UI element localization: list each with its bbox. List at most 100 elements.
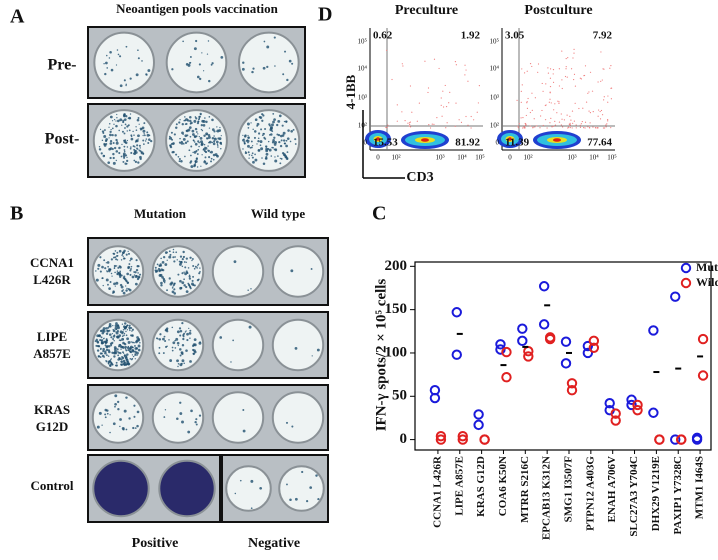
y-tick-label: 10⁴ <box>490 65 500 73</box>
spot <box>259 486 263 490</box>
spot <box>121 143 123 146</box>
event <box>601 79 603 81</box>
spot <box>203 134 206 138</box>
event <box>517 127 519 129</box>
spot <box>118 339 121 341</box>
well <box>93 31 155 94</box>
spot <box>106 412 109 415</box>
spot <box>119 425 121 428</box>
spot <box>187 267 190 269</box>
spot <box>265 157 268 160</box>
event <box>571 127 573 129</box>
spot <box>125 396 128 399</box>
spot <box>116 273 119 276</box>
y-tick-label: 10² <box>358 122 367 130</box>
spot <box>120 285 124 289</box>
spot <box>192 283 195 287</box>
spot <box>173 292 177 295</box>
spot <box>134 358 136 360</box>
spot <box>113 282 116 286</box>
spot <box>175 123 178 126</box>
spot <box>112 256 115 259</box>
spot <box>95 338 98 342</box>
spot <box>182 250 185 254</box>
point <box>517 335 528 347</box>
spot <box>286 483 288 486</box>
event <box>544 119 547 121</box>
event <box>556 112 558 114</box>
event <box>584 121 587 123</box>
spot <box>150 139 153 143</box>
spot <box>259 144 262 147</box>
spot <box>116 49 119 51</box>
spot <box>193 141 196 143</box>
point <box>648 325 659 336</box>
spot <box>124 162 127 165</box>
spot <box>194 142 198 146</box>
plot-frame <box>414 261 712 451</box>
spot <box>115 322 118 325</box>
spot <box>193 140 195 142</box>
spot <box>105 354 108 357</box>
event <box>520 101 522 103</box>
spot <box>125 285 127 287</box>
spot <box>200 123 204 127</box>
spot <box>211 128 215 131</box>
event <box>464 64 466 66</box>
well <box>271 318 325 372</box>
spot <box>246 139 250 143</box>
spot <box>188 149 191 152</box>
spot <box>156 263 159 266</box>
spot <box>243 142 246 145</box>
spot <box>216 126 218 128</box>
spot <box>101 277 103 280</box>
event <box>527 97 529 100</box>
spot <box>185 63 189 66</box>
spot <box>193 150 197 154</box>
spot <box>130 268 132 270</box>
spot <box>211 137 215 140</box>
event <box>580 78 582 80</box>
event <box>600 51 602 53</box>
spot <box>242 61 245 64</box>
spot <box>194 265 197 268</box>
spot <box>262 162 266 166</box>
spot <box>177 362 180 365</box>
spot <box>192 275 195 278</box>
point <box>479 434 490 445</box>
point <box>582 347 594 359</box>
spot <box>113 118 116 121</box>
spot <box>285 421 289 424</box>
spot <box>121 251 125 255</box>
event <box>520 90 522 93</box>
spot <box>257 132 261 135</box>
point <box>457 434 468 445</box>
spot <box>108 137 110 139</box>
spot <box>105 327 108 330</box>
spot <box>127 252 131 255</box>
event <box>600 109 603 112</box>
spot <box>286 157 289 161</box>
event <box>442 106 445 108</box>
x-tick-label: 10² <box>523 154 532 162</box>
spot <box>103 135 107 138</box>
event <box>573 78 575 81</box>
spot <box>123 150 126 153</box>
spot <box>110 272 113 275</box>
spot <box>109 156 112 160</box>
spot <box>123 409 127 413</box>
spot <box>291 62 294 65</box>
event <box>549 122 551 124</box>
spot <box>103 340 106 344</box>
spot <box>99 270 102 273</box>
spot <box>164 409 167 411</box>
spot <box>188 275 191 278</box>
spot <box>168 339 170 341</box>
spot <box>198 145 200 148</box>
spot <box>108 122 111 125</box>
spot <box>183 284 186 287</box>
spot <box>289 140 292 143</box>
spot <box>169 253 172 256</box>
event <box>454 61 457 63</box>
spot <box>164 339 167 343</box>
